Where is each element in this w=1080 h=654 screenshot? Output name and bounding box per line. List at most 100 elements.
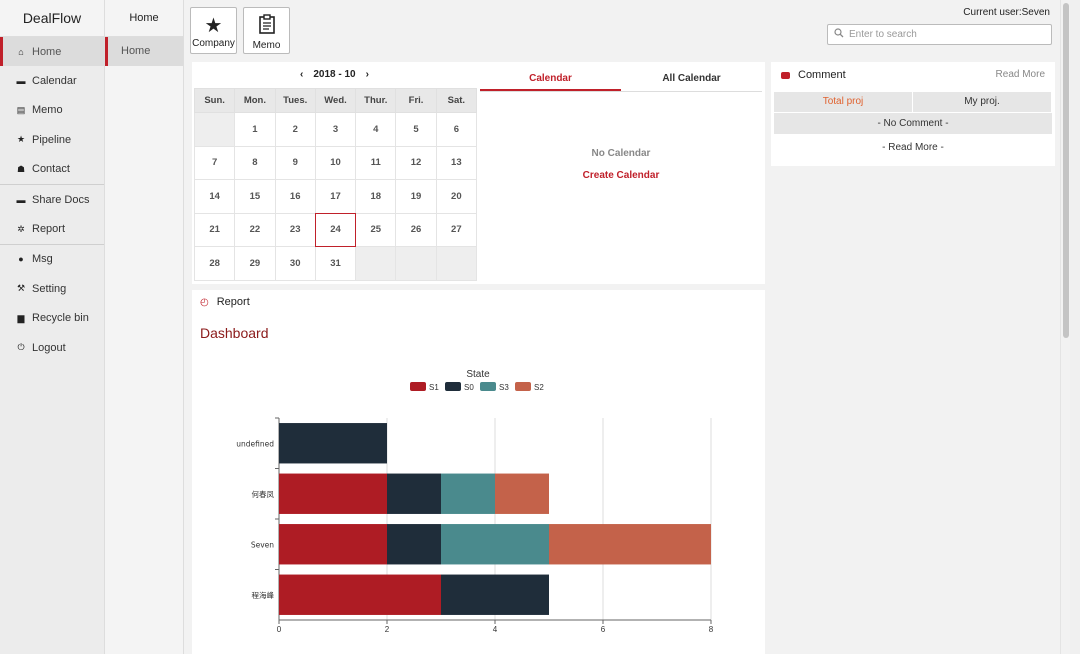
calendar-day[interactable]: 8 [234,145,276,180]
sidebar-item-calendar[interactable]: ▬ Calendar [0,66,104,95]
calendar-month-label: 2018 - 10 [313,68,356,80]
calendar-day[interactable]: 6 [435,112,478,147]
sidebar-item-home[interactable]: ⌂ Home [0,37,104,67]
calendar-day[interactable]: 14 [193,179,236,214]
calendar-day[interactable]: 29 [234,246,276,281]
x-tick-label: 6 [601,625,606,634]
calendar-day[interactable]: 30 [274,246,316,281]
sidebar-item-contact[interactable]: ☗ Contact [0,155,104,184]
scrollbar[interactable] [1060,0,1070,654]
create-calendar-link[interactable]: Create Calendar [582,170,660,181]
weekday-header: Tues. [274,88,316,113]
sub-nav-title: Home [105,0,183,37]
calendar-day[interactable]: 10 [314,145,357,180]
memo-icon: ▤ [16,104,26,115]
calendar-day[interactable]: 28 [193,246,236,281]
comment-read-more-link[interactable]: Read More [995,69,1045,80]
calendar-day-today[interactable]: 24 [314,212,357,247]
chart-icon: ✲ [17,223,25,234]
calendar-day[interactable]: 12 [395,145,437,180]
scrollbar-thumb[interactable] [1063,3,1069,338]
calendar-day[interactable]: 4 [355,112,397,147]
calendar-icon: ▬ [16,76,26,87]
tab-my-proj[interactable]: My proj. [913,92,1052,112]
tab-calendar[interactable]: Calendar [480,66,621,91]
calendar-day[interactable]: 31 [314,246,357,281]
x-tick-label: 8 [709,625,714,634]
star-icon: ★ [16,134,26,145]
calendar-day[interactable]: 22 [234,212,276,247]
y-tick-label: undefined [236,439,274,448]
sidebar-item-setting[interactable]: ⚒ Setting [0,274,104,303]
home-icon: ⌂ [18,46,24,57]
calendar-day[interactable]: 27 [435,212,478,247]
company-button-label: Company [192,38,235,49]
x-tick-label: 0 [277,625,282,634]
legend-title: State [466,369,490,380]
tab-all-calendar[interactable]: All Calendar [662,73,721,84]
no-calendar-text: No Calendar [591,148,651,159]
comment-tabs: Total proj My proj. [774,92,1052,112]
calendar-day[interactable]: 2 [274,112,316,147]
legend-swatch-s1 [410,382,426,391]
weekday-header: Mon. [234,88,276,113]
sidebar-item-report[interactable]: ✲ Report [0,214,104,243]
weekday-header: Thur. [355,88,397,113]
nav-divider [0,243,104,245]
calendar-day[interactable]: 5 [395,112,437,147]
sidebar: DealFlow ⌂ Home ▬ Calendar ▤ Memo ★ Pipeline ☗ Co… [0,0,105,654]
sidebar-nav: ⌂ Home ▬ Calendar ▤ Memo ★ Pipeline ☗ Contact ▬ Sha… [0,37,104,362]
company-button[interactable]: ★ Company [190,7,237,54]
tab-total-proj[interactable]: Total proj [774,92,913,112]
sidebar-item-recycle-bin[interactable]: ▆ Recycle bin [0,304,104,333]
calendar-day-empty [355,246,397,281]
bar-s3 [441,473,495,514]
calendar-day[interactable]: 3 [314,112,357,147]
sub-nav-item-home[interactable]: Home [105,37,183,66]
legend-label-s3: S3 [499,383,509,392]
calendar-day[interactable]: 17 [314,179,357,214]
weekday-header: Wed. [314,88,357,113]
sidebar-item-logout[interactable]: ⏻ Logout [0,333,104,362]
calendar-day[interactable]: 26 [395,212,437,247]
calendar-panel: ‹ 2018 - 10 › Sun. Mon. Tues. Wed. Thur. Fri.… [192,62,765,284]
y-tick-label: 何春凤 [252,489,275,499]
calendar-day[interactable]: 25 [355,212,397,247]
chevron-left-icon[interactable]: ‹ [300,68,304,80]
memo-button[interactable]: Memo [243,7,290,54]
calendar-day[interactable]: 16 [274,179,316,214]
bar-s0 [387,473,441,514]
bar-s0 [279,423,387,464]
main-content: ★ Company Memo Current user:Seven ‹ 2018… [184,0,1070,654]
app-brand: DealFlow [0,0,104,37]
sidebar-item-pipeline[interactable]: ★ Pipeline [0,125,104,154]
calendar-day[interactable]: 1 [234,112,276,147]
chevron-right-icon[interactable]: › [365,68,369,80]
comment-read-more-bottom[interactable]: - Read More - [882,142,944,153]
y-tick-label: 程海峰 [252,590,275,600]
calendar-day[interactable]: 7 [193,145,236,180]
bar-s2 [495,473,549,514]
sidebar-item-label: Memo [32,104,63,117]
calendar-day[interactable]: 23 [274,212,316,247]
calendar-day-empty [193,112,236,147]
dashboard-chart: State S1 S0 S3 S2 0 2 4 6 8 undefined 何春凤 Seven 程海峰 [236,369,714,634]
report-panel: ◴ Report Dashboard State S1 S0 S3 S2 0 2 4 6 8 und… [192,290,765,654]
calendar-day[interactable]: 9 [274,145,316,180]
wrench-icon: ⚒ [16,283,26,294]
calendar-day[interactable]: 21 [193,212,236,247]
weekday-header: Sun. [193,88,236,113]
comment-icon [781,71,790,79]
comment-header: Comment [781,69,846,81]
sidebar-item-share-docs[interactable]: ▬ Share Docs [0,185,104,214]
sidebar-item-memo[interactable]: ▤ Memo [0,96,104,125]
calendar-day[interactable]: 15 [234,179,276,214]
calendar-day[interactable]: 18 [355,179,397,214]
calendar-day[interactable]: 19 [395,179,437,214]
search-input[interactable] [849,29,1039,40]
calendar-day[interactable]: 20 [435,179,478,214]
calendar-day[interactable]: 11 [355,145,397,180]
sidebar-item-label: Share Docs [32,193,90,206]
calendar-day[interactable]: 13 [435,145,478,180]
sidebar-item-msg[interactable]: ● Msg [0,245,104,274]
